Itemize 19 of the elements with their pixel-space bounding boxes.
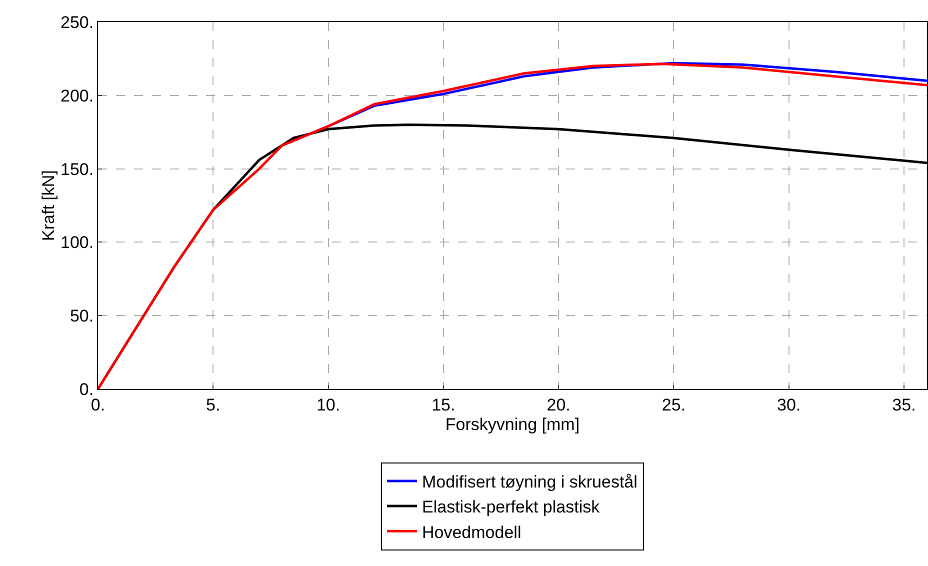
- x-tick-label: 20.: [546, 395, 570, 414]
- x-tick-label: 35.: [892, 395, 916, 414]
- line-series: [98, 62, 927, 389]
- legend-label: Modifisert tøyning i skruestål: [422, 472, 638, 492]
- x-axis-title: Forskyvning [mm]: [445, 414, 580, 434]
- y-tick-label: 50.: [70, 306, 94, 326]
- x-tick-label: 25.: [662, 395, 686, 414]
- x-tick-label: 10.: [316, 395, 340, 414]
- x-tick-label: 5.: [206, 395, 220, 414]
- y-tick-label: 0.: [79, 380, 94, 399]
- legend-label: Elastisk-perfekt plastisk: [422, 498, 600, 517]
- y-tick-label: 200.: [60, 86, 94, 106]
- y-axis-title: Kraft [kN]: [39, 170, 58, 241]
- x-tick-label: 15.: [432, 395, 456, 414]
- y-tick-label: 150.: [60, 160, 94, 179]
- legend-label: Hovedmodell: [422, 522, 522, 542]
- x-tick-label: 30.: [777, 395, 801, 414]
- y-tick-label: 100.: [60, 233, 94, 252]
- y-tick-label: 250.: [60, 12, 94, 32]
